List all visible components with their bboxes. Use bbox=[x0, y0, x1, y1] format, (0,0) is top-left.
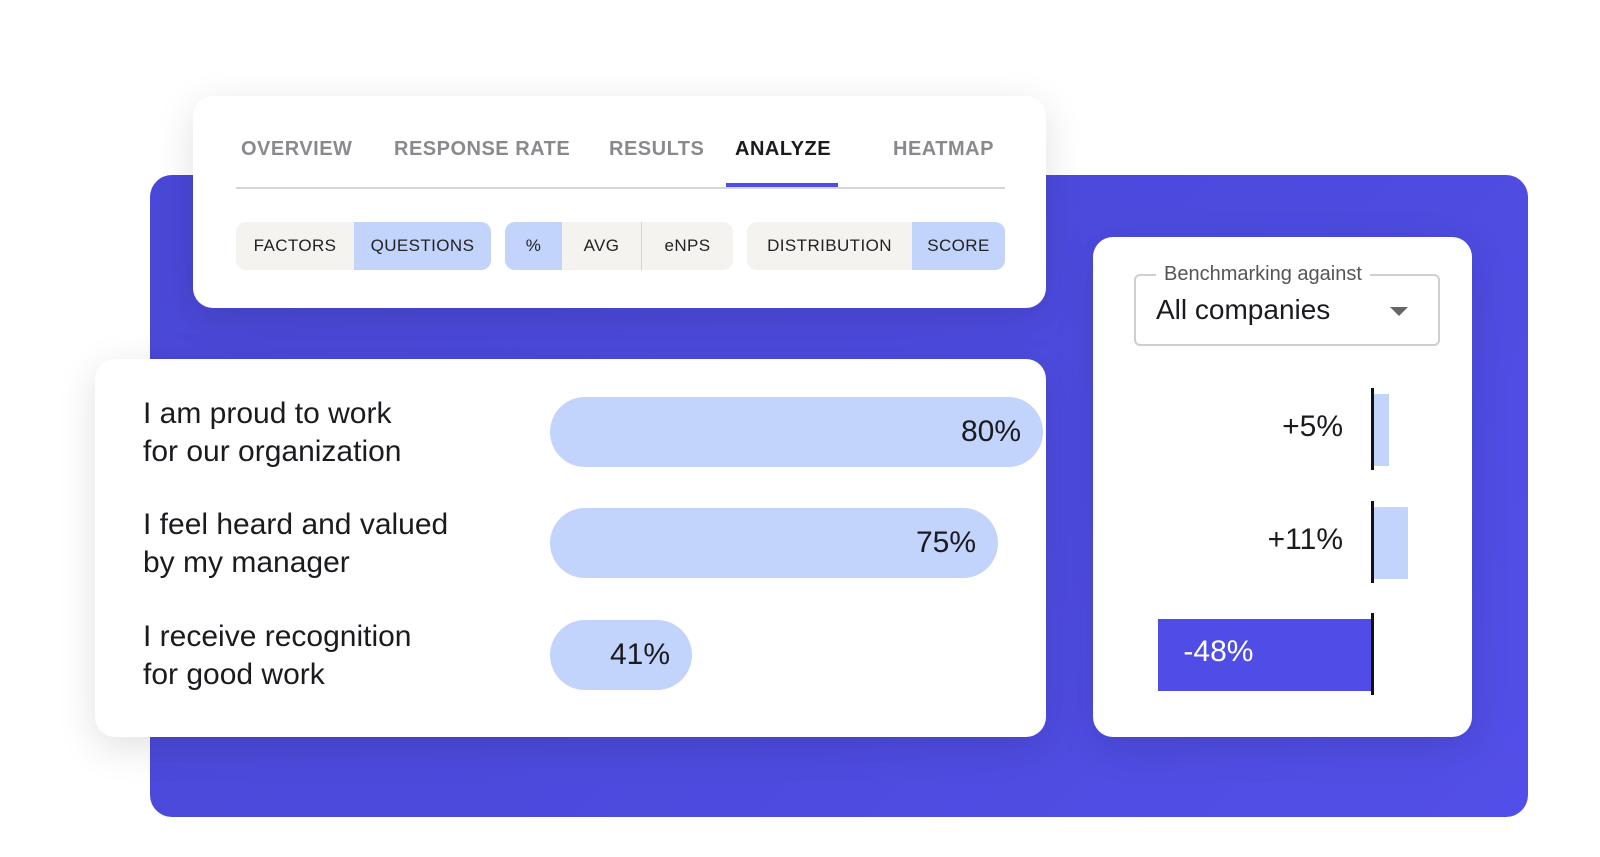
tab-analyze[interactable]: ANALYZE bbox=[735, 138, 832, 160]
score-bar: 80% bbox=[550, 397, 1043, 467]
caret-down-icon bbox=[1390, 307, 1408, 316]
tab-heatmap[interactable]: HEATMAP bbox=[893, 138, 994, 160]
zero-line bbox=[1371, 613, 1374, 695]
mode-toggle: DISTRIBUTION SCORE bbox=[747, 222, 1005, 270]
score-bar: 41% bbox=[550, 620, 692, 690]
benchmark-bar bbox=[1158, 619, 1372, 691]
score-toggle[interactable]: SCORE bbox=[912, 222, 1005, 270]
question-label: I feel heard and valued by my manager bbox=[143, 508, 449, 579]
view-toggle: FACTORS QUESTIONS bbox=[236, 222, 491, 270]
tab-results[interactable]: RESULTS bbox=[609, 138, 705, 160]
benchmark-value: +5% bbox=[1282, 410, 1343, 443]
score-value: 80% bbox=[960, 415, 1021, 448]
distribution-toggle[interactable]: DISTRIBUTION bbox=[767, 236, 892, 255]
percent-toggle[interactable]: % bbox=[505, 222, 562, 270]
benchmark-value: +11% bbox=[1267, 523, 1343, 556]
score-bar: 75% bbox=[550, 508, 998, 578]
benchmark-legend: Benchmarking against bbox=[1156, 263, 1370, 286]
benchmark-row: +5% bbox=[1093, 388, 1472, 470]
benchmark-value: -48% bbox=[1183, 635, 1254, 668]
benchmark-bar bbox=[1372, 507, 1409, 579]
score-value: 41% bbox=[609, 638, 670, 671]
enps-toggle[interactable]: eNPS bbox=[664, 236, 711, 255]
question-row: I receive recognition for good work 41% bbox=[143, 618, 1043, 691]
questions-toggle[interactable]: QUESTIONS bbox=[354, 222, 491, 270]
zero-line bbox=[1371, 388, 1374, 470]
active-tab-indicator bbox=[726, 183, 838, 187]
analysis-controls-card: OVERVIEW RESPONSE RATE RESULTS ANALYZE H… bbox=[193, 96, 1046, 308]
benchmark-selected: All companies bbox=[1156, 294, 1331, 325]
benchmark-row: +11% bbox=[1093, 501, 1472, 583]
tab-overview[interactable]: OVERVIEW bbox=[241, 138, 353, 160]
benchmark-bar bbox=[1372, 394, 1389, 466]
benchmark-dropdown[interactable]: Benchmarking against All companies bbox=[1134, 263, 1440, 346]
metric-toggle: % AVG eNPS bbox=[505, 222, 733, 270]
tab-response-rate[interactable]: RESPONSE RATE bbox=[394, 138, 571, 160]
factors-toggle[interactable]: FACTORS bbox=[253, 236, 337, 255]
question-label: I receive recognition for good work bbox=[143, 620, 412, 691]
score-value: 75% bbox=[915, 526, 976, 559]
benchmark-row: -48% bbox=[1093, 613, 1472, 695]
benchmark-card: Benchmarking against All companies +5% +… bbox=[1093, 237, 1472, 737]
question-label: I am proud to work for our organization bbox=[143, 397, 402, 468]
avg-toggle[interactable]: AVG bbox=[562, 222, 642, 270]
tab-bar: OVERVIEW RESPONSE RATE RESULTS ANALYZE H… bbox=[236, 96, 1005, 189]
zero-line bbox=[1371, 501, 1374, 583]
question-row: I am proud to work for our organization … bbox=[143, 395, 1043, 468]
questions-card: I am proud to work for our organization … bbox=[95, 359, 1046, 737]
question-row: I feel heard and valued by my manager 75… bbox=[143, 506, 1043, 579]
